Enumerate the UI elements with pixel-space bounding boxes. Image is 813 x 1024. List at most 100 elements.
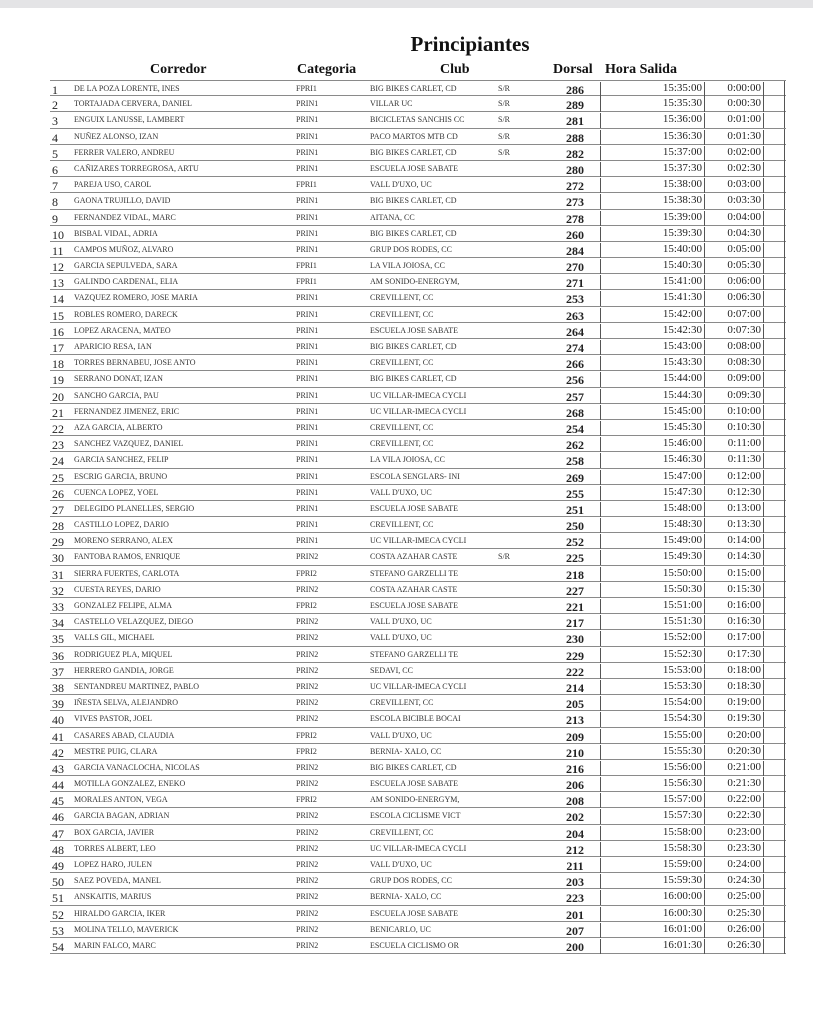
row-number: 2 (52, 98, 58, 113)
start-time: 15:35:30 (600, 97, 705, 113)
cell-border (784, 808, 785, 825)
table-row: 14 VAZQUEZ ROMERO, JOSE MARIA PRIN1 CREVILL… (50, 290, 786, 307)
rider-name: TORRES BERNABEU, JOSE ANTO (74, 358, 196, 368)
cell-border (784, 776, 785, 793)
category: PRIN1 (296, 536, 319, 546)
category: FPRI1 (296, 180, 317, 190)
time-offset: 0:16:30 (708, 615, 764, 631)
rider-name: SERRANO DONAT, IZAN (74, 374, 163, 384)
club: BIG BIKES CARLET, CD (370, 762, 457, 772)
category: PRIN2 (296, 892, 319, 902)
time-offset: 0:23:00 (708, 825, 764, 841)
row-number: 30 (52, 551, 64, 566)
table-row: 53 MOLINA TELLO, MAVERICK PRIN2 BENICARLO, … (50, 921, 786, 938)
bib-number: 271 (566, 276, 584, 291)
table-row: 42 MESTRE PUIG, CLARA FPRI2 BERNIA- XALO, C… (50, 743, 786, 760)
club: CREVILLENT, CC (370, 520, 434, 530)
bib-number: 281 (566, 114, 584, 129)
row-number: 50 (52, 875, 64, 890)
bib-number: 289 (566, 98, 584, 113)
start-time: 15:58:30 (600, 841, 705, 857)
bib-number: 210 (566, 745, 584, 760)
bib-number: 262 (566, 438, 584, 453)
cell-border (784, 160, 785, 177)
time-offset: 0:14:00 (708, 534, 764, 550)
cell-border (784, 662, 785, 679)
table-row: 54 MARIN FALCO, MARC PRIN2 ESCUELA CICLISMO… (50, 937, 786, 955)
start-time: 15:56:00 (600, 760, 705, 776)
club: PACO MARTOS MTB CD (370, 131, 458, 141)
time-offset: 0:20:00 (708, 728, 764, 744)
time-offset: 0:08:00 (708, 340, 764, 355)
cell-border (784, 889, 785, 906)
table-row: 51 ANSKAITIS, MARIUS PRIN2 BERNIA- XALO, CC… (50, 889, 786, 906)
category: PRIN1 (296, 196, 319, 206)
club: AM SONIDO-ENERGYM, (370, 277, 460, 287)
start-time: 15:53:30 (600, 679, 705, 695)
time-offset: 0:19:30 (708, 712, 764, 728)
rider-name: GARCIA BAGAN, ADRIAN (74, 811, 170, 821)
time-offset: 0:08:30 (708, 356, 764, 372)
club: CREVILLENT, CC (370, 827, 434, 837)
cell-border (784, 177, 785, 194)
cell-border (784, 678, 785, 695)
start-list-table: 1 DE LA POZA LORENTE, INES FPRI1 BIG BIKES … (50, 80, 786, 955)
start-time: 15:59:00 (600, 858, 705, 873)
table-row: 47 BOX GARCIA, JAVIER PRIN2 CREVILLENT, CC 2… (50, 824, 786, 841)
time-offset: 0:12:30 (708, 485, 764, 501)
start-time: 15:58:00 (600, 825, 705, 841)
cell-border (784, 500, 785, 517)
category: PRIN1 (296, 439, 319, 449)
cell-border (784, 339, 785, 355)
club: BICICLETAS SANCHIS CC (370, 115, 465, 125)
bib-number: 204 (566, 826, 584, 841)
table-row: 27 DELEGIDO PLANELLES, SERGIO PRIN1 ESCUELA… (50, 500, 786, 518)
club: VALL D'UXO, UC (370, 730, 432, 740)
table-row: 38 SENTANDREU MARTINEZ, PABLO PRIN2 UC VILL… (50, 678, 786, 696)
club: VALL D'UXO, UC (370, 633, 432, 643)
start-time: 15:49:00 (600, 534, 705, 550)
time-offset: 0:00:00 (708, 82, 764, 97)
start-time: 15:57:30 (600, 809, 705, 825)
category: PRIN1 (296, 212, 319, 222)
category: FPRI2 (296, 730, 317, 740)
start-time: 15:39:30 (600, 226, 705, 242)
club: AITANA, CC (370, 212, 415, 222)
category: PRIN2 (296, 762, 319, 772)
start-time: 15:56:30 (600, 777, 705, 793)
row-number: 35 (52, 632, 64, 647)
table-row: 29 MORENO SERRANO, ALEX PRIN1 UC VILLAR-IME… (50, 533, 786, 550)
header-club: Club (440, 62, 470, 77)
bib-number: 212 (566, 842, 584, 857)
category: PRIN2 (296, 649, 319, 659)
table-row: 40 VIVES PASTOR, JOEL PRIN2 ESCOLA BICIBLE … (50, 711, 786, 728)
rider-name: CUENCA LOPEZ, YOEL (74, 487, 159, 497)
category: PRIN1 (296, 309, 319, 319)
start-time: 15:37:00 (600, 145, 705, 161)
rider-name: FERNANDEZ JIMENEZ, ERIC (74, 406, 180, 416)
bib-number: 251 (566, 502, 584, 517)
club: UC VILLAR-IMECA CYCLI (370, 390, 467, 400)
table-row: 19 SERRANO DONAT, IZAN PRIN1 BIG BIKES CARL… (50, 371, 786, 388)
category: PRIN2 (296, 617, 319, 627)
table-row: 2 TORTAJADA CERVERA, DANIEL PRIN1 VILLAR UC… (50, 96, 786, 113)
table-row: 48 TORRES ALBERT, LEO PRIN2 UC VILLAR-IMECA… (50, 840, 786, 857)
time-offset: 0:26:30 (708, 938, 764, 954)
bib-number: 211 (566, 859, 584, 873)
time-offset: 0:18:30 (708, 679, 764, 695)
row-number: 52 (52, 907, 64, 922)
club: SEDAVI, CC (370, 665, 413, 675)
start-time: 15:38:30 (600, 194, 705, 210)
row-number: 17 (52, 341, 64, 355)
photo-top-edge (0, 0, 813, 8)
rider-name: RODRIGUEZ PLA, MIQUEL (74, 649, 173, 659)
start-time: 15:47:00 (600, 469, 705, 485)
bib-number: 254 (566, 421, 584, 436)
rider-name: GARCIA SEPULVEDA, SARA (74, 261, 178, 271)
club: VALL D'UXO, UC (370, 180, 432, 190)
table-row: 36 RODRIGUEZ PLA, MIQUEL PRIN2 STEFANO GARZ… (50, 646, 786, 663)
cell-border (784, 452, 785, 469)
category: FPRI2 (296, 795, 317, 805)
table-row: 45 MORALES ANTON, VEGA FPRI2 AM SONIDO-ENER… (50, 792, 786, 809)
category: PRIN1 (296, 131, 319, 141)
